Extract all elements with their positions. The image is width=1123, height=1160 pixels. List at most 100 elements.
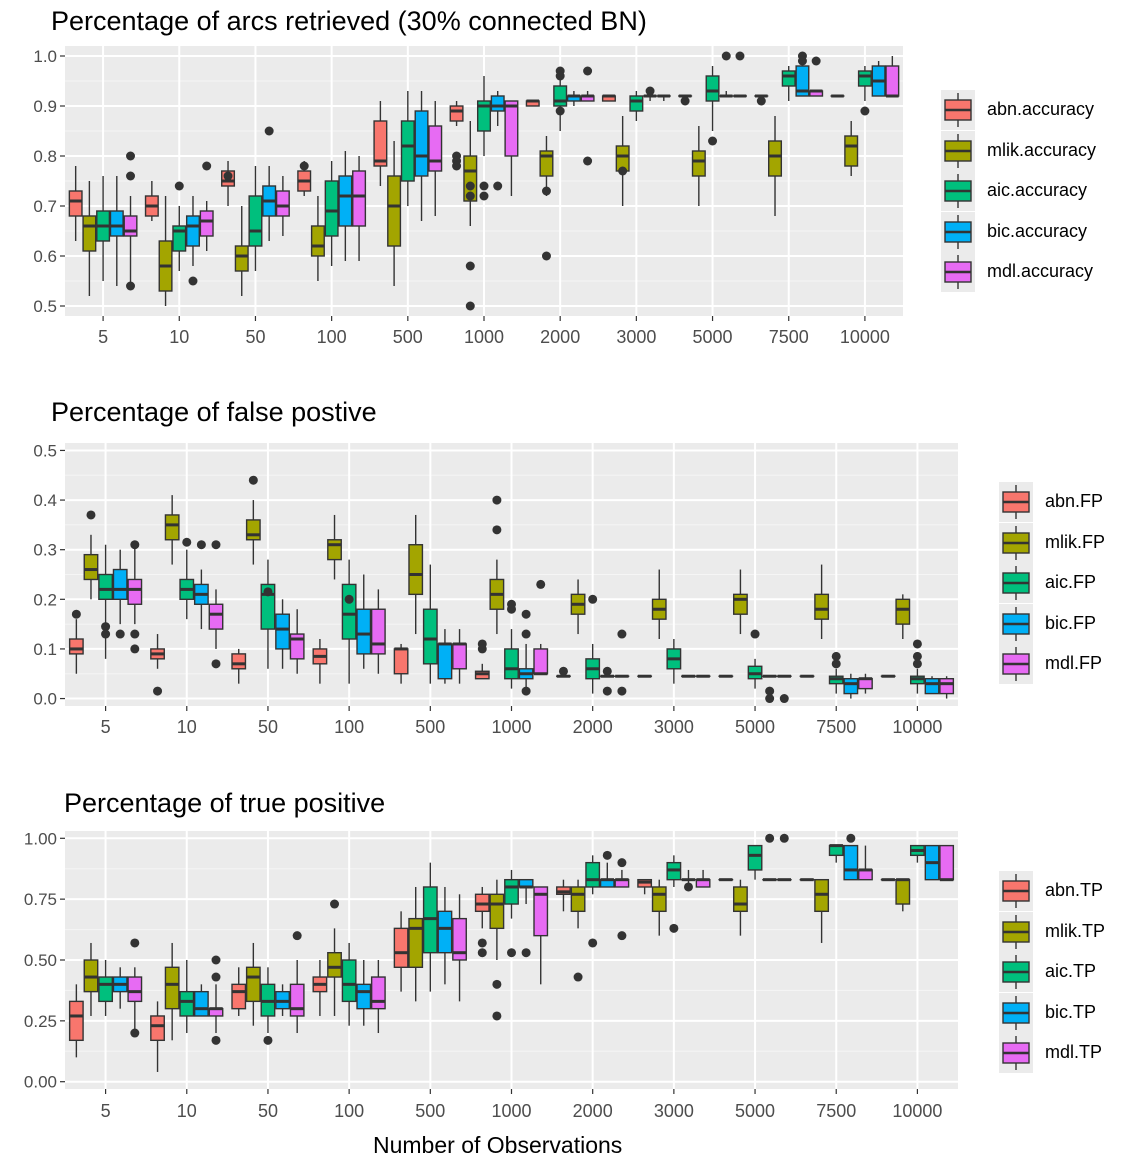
- box-mdl.accuracy-2000: [580, 66, 595, 166]
- box-abn.accuracy-1000: [449, 101, 464, 171]
- box-iqr: [231, 983, 247, 1010]
- box-mlik.accuracy-10000: [844, 121, 859, 176]
- outlier-point: [211, 1035, 221, 1045]
- box-mdl.accuracy-5000: [732, 51, 747, 98]
- box-iqr: [691, 150, 706, 177]
- box-mdl.TP-50: [289, 931, 305, 1034]
- outlier-point: [126, 171, 136, 181]
- box-mlik.TP-5000: [733, 879, 748, 936]
- outlier-point: [797, 51, 807, 61]
- x-tick-label: 2000: [573, 717, 613, 737]
- box-mlik.FP-10: [164, 495, 180, 565]
- box-mdl.accuracy-7500: [809, 56, 824, 97]
- box-bic.TP-10000: [924, 844, 940, 881]
- y-tick-label: 0.0: [33, 690, 57, 709]
- box-iqr: [422, 608, 438, 665]
- legend-key: [999, 871, 1033, 911]
- outlier-point: [264, 126, 274, 136]
- box-aic.accuracy-10: [172, 181, 187, 271]
- box-mlik.TP-2000: [570, 879, 586, 982]
- box-aic.TP-50: [260, 967, 276, 1045]
- box-abn.FP-5: [68, 609, 84, 674]
- box-iqr: [150, 1015, 165, 1042]
- box-iqr: [924, 678, 940, 695]
- outlier-point: [602, 686, 612, 696]
- box-iqr: [895, 598, 911, 625]
- box-abn.FP-50: [231, 648, 247, 684]
- box-aic.accuracy-10000: [857, 66, 872, 116]
- box-mlik.accuracy-5: [82, 181, 97, 296]
- outlier-point: [558, 666, 568, 676]
- box-aic.accuracy-1000: [476, 76, 492, 201]
- box-aic.FP-5: [98, 544, 114, 659]
- legend-label: abn.TP: [1045, 880, 1104, 900]
- box-abn.accuracy-2000: [525, 99, 540, 107]
- box-abn.TP-10: [150, 1001, 165, 1072]
- outlier-point: [479, 191, 489, 201]
- box-bic.FP-10: [193, 540, 209, 630]
- box-iqr: [449, 105, 464, 122]
- outlier-point: [492, 1011, 502, 1021]
- x-tick-label: 10000: [840, 327, 890, 347]
- legend-label: aic.FP: [1045, 572, 1097, 592]
- y-tick-label: 0.50: [24, 951, 57, 970]
- outlier-point: [683, 882, 693, 892]
- box-aic.FP-500: [422, 564, 438, 684]
- box-bic.accuracy-50: [262, 126, 277, 241]
- x-axis-label: Number of Observations: [373, 1132, 623, 1158]
- legend-key: [999, 911, 1033, 952]
- box-abn.accuracy-100: [297, 161, 312, 196]
- box-iqr: [245, 519, 261, 541]
- box-iqr: [437, 910, 453, 954]
- outlier-point: [779, 833, 789, 843]
- outlier-point: [344, 594, 354, 604]
- x-tick-label: 5: [101, 1101, 111, 1121]
- box-mlik.FP-5: [83, 510, 99, 600]
- outlier-point: [465, 191, 475, 201]
- box-iqr: [109, 210, 124, 237]
- legend-key: [941, 211, 975, 252]
- x-tick-label: 5000: [735, 717, 775, 737]
- box-iqr: [208, 603, 224, 630]
- outlier-point: [912, 639, 922, 649]
- outlier-point: [263, 1035, 273, 1045]
- box-iqr: [373, 120, 388, 167]
- box-iqr: [370, 976, 386, 1010]
- chart-panel-true-positive: Percentage of true positive 0.00 0.25 0.50…: [0, 755, 1123, 1160]
- x-tick-label: 10: [169, 327, 189, 347]
- box-bic.TP-10: [193, 984, 209, 1017]
- box-iqr: [504, 100, 519, 157]
- box-iqr: [463, 155, 478, 202]
- y-tick-label: 0.00: [24, 1073, 57, 1092]
- box-aic.accuracy-2000: [553, 66, 568, 131]
- box-mdl.TP-10: [208, 955, 224, 1045]
- outlier-point: [130, 644, 140, 654]
- box-mdl.TP-5000: [776, 833, 792, 882]
- legend-key: [999, 644, 1033, 684]
- box-abn.FP-2000: [556, 666, 571, 678]
- box-mdl.FP-1000: [533, 579, 549, 676]
- y-tick-label: 0.5: [33, 297, 57, 316]
- box-abn.TP-500: [393, 911, 409, 992]
- outlier-point: [492, 979, 502, 989]
- box-mlik.accuracy-7500: [768, 116, 783, 216]
- box-aic.TP-3000: [666, 855, 682, 933]
- x-tick-label: 5: [98, 327, 108, 347]
- box-bic.TP-100: [356, 960, 372, 1026]
- box-mlik.FP-500: [408, 514, 424, 635]
- box-iqr: [814, 593, 830, 620]
- outlier-point: [912, 659, 922, 669]
- box-iqr: [452, 643, 467, 670]
- box-iqr: [843, 844, 859, 881]
- box-mdl.FP-2000: [614, 629, 630, 696]
- box-iqr: [393, 927, 409, 969]
- x-tick-label: 500: [415, 717, 445, 737]
- outlier-point: [583, 66, 593, 76]
- box-iqr: [733, 593, 748, 615]
- box-abn.TP-2000: [556, 879, 571, 912]
- box-bic.TP-7500: [843, 833, 859, 881]
- box-iqr: [885, 65, 900, 97]
- box-iqr: [68, 190, 83, 217]
- legend-key: [941, 90, 975, 130]
- box-mlik.TP-1000: [489, 879, 505, 1021]
